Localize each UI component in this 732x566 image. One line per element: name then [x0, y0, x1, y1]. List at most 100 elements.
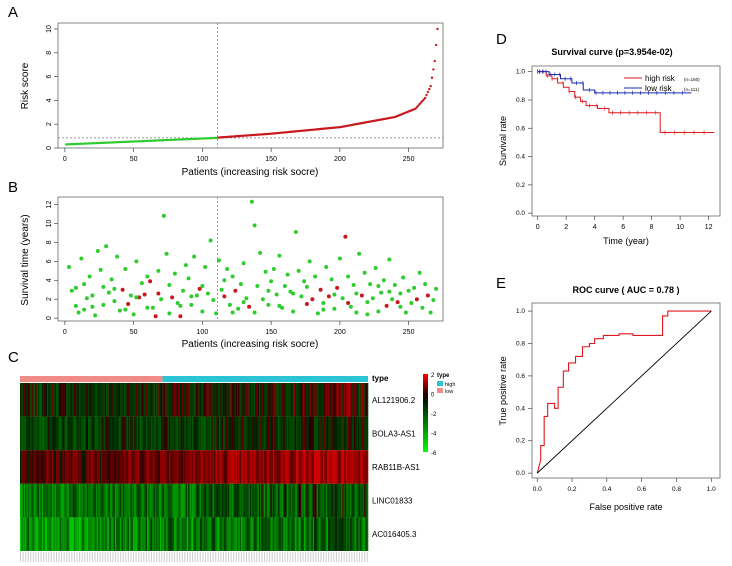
- heatmap-cell: [326, 483, 329, 518]
- column-label-stub: [171, 552, 173, 562]
- column-label-stub: [325, 552, 327, 562]
- heatmap-cell: [351, 483, 353, 518]
- heatmap-cell: [76, 483, 79, 518]
- heatmap-cell: [129, 450, 131, 484]
- heatmap-cell: [314, 483, 316, 518]
- heatmap-cell: [41, 383, 44, 417]
- alive-patient-point: [112, 299, 117, 304]
- heatmap-cell: [50, 383, 53, 417]
- heatmap-cell: [90, 416, 93, 451]
- heatmap-cell: [53, 517, 55, 551]
- heatmap-cell: [90, 450, 93, 484]
- heatmap-cell: [57, 483, 59, 518]
- heatmap-cell: [161, 517, 163, 551]
- heatmap-cell: [129, 416, 131, 451]
- heatmap-cell: [320, 450, 323, 484]
- column-label-stub: [294, 552, 296, 562]
- heatmap-cell: [22, 383, 25, 417]
- alive-patient-point: [189, 294, 194, 299]
- alive-patient-point: [244, 296, 249, 301]
- heatmap-cell: [134, 450, 136, 484]
- heatmap-cell: [104, 517, 107, 551]
- heatmap-cell: [240, 517, 243, 551]
- heatmap-cell: [355, 416, 357, 451]
- heatmap-cell: [102, 517, 104, 551]
- column-label-stub: [258, 552, 260, 562]
- heatmap-cell: [341, 383, 343, 417]
- alive-patient-point: [365, 312, 370, 317]
- heatmap-cell: [127, 450, 130, 484]
- heatmap-cell: [321, 416, 324, 451]
- alive-patient-point: [332, 292, 337, 297]
- heatmap-cell: [317, 517, 320, 551]
- heatmap-cell: [131, 450, 134, 484]
- column-label-stub: [27, 552, 29, 562]
- heatmap-cell: [219, 450, 221, 484]
- heatmap-cell: [179, 383, 181, 417]
- alive-patient-point: [252, 223, 257, 228]
- heatmap-cell: [249, 383, 252, 417]
- heatmap-cell: [172, 483, 175, 518]
- heatmap-cell: [109, 483, 112, 518]
- column-label-stub: [102, 552, 104, 562]
- heatmap-cell: [28, 450, 31, 484]
- column-label-stub: [320, 552, 322, 562]
- heatmap-cell: [254, 483, 257, 518]
- heatmap-cell: [229, 450, 231, 484]
- heatmap-cell: [317, 450, 320, 484]
- heatmap-cell: [315, 450, 317, 484]
- heatmap-cell: [298, 383, 301, 417]
- heatmap-cell: [39, 416, 41, 451]
- heatmap-cell: [197, 416, 199, 451]
- heatmap-cell: [314, 450, 316, 484]
- heatmap-cell: [265, 517, 267, 551]
- heatmap-cell: [269, 450, 271, 484]
- heatmap-cell: [258, 517, 261, 551]
- survival-curve-title: Survival curve (p=3.954e-02): [551, 47, 672, 57]
- heatmap-cell: [256, 517, 258, 551]
- heatmap-cell: [290, 517, 293, 551]
- column-label-stub: [58, 552, 60, 562]
- heatmap-cell: [37, 517, 40, 551]
- heatmap-cell: [26, 383, 29, 417]
- heatmap-cell: [44, 483, 46, 518]
- heatmap-cell: [23, 517, 26, 551]
- alive-patient-point: [373, 265, 378, 270]
- heatmap-cell: [75, 416, 77, 451]
- heatmap-cell: [199, 450, 202, 484]
- column-label-stub: [153, 552, 155, 562]
- heatmap-cell: [63, 483, 66, 518]
- heatmap-cell: [44, 383, 46, 417]
- alive-patient-point: [313, 274, 318, 279]
- heatmap-cell: [247, 383, 249, 417]
- heatmap-cell: [154, 483, 157, 518]
- heatmap-cell: [252, 383, 255, 417]
- survival-curve-ticks: 0 2 4 6 8 10 120.00.20.40.60.81.0: [516, 69, 713, 231]
- alive-patient-point: [200, 309, 205, 314]
- heatmap-cell: [106, 450, 108, 484]
- heatmap-cell: [176, 517, 179, 551]
- heatmap-cell: [276, 450, 279, 484]
- heatmap-cell: [271, 450, 274, 484]
- alive-patient-point: [186, 276, 191, 281]
- heatmap-cell: [360, 416, 362, 451]
- heatmap-cell: [98, 483, 100, 518]
- heatmap-cell: [148, 483, 150, 518]
- heatmap-cell: [271, 416, 274, 451]
- heatmap-cell: [284, 517, 287, 551]
- heatmap-cell: [301, 416, 303, 451]
- heatmap-cell: [107, 416, 109, 451]
- heatmap-cell: [265, 483, 267, 518]
- heatmap-cell: [63, 383, 66, 417]
- heatmap-cell: [247, 517, 249, 551]
- heatmap-cell: [360, 450, 362, 484]
- heatmap-cell: [118, 416, 121, 451]
- alive-patient-point: [269, 279, 274, 284]
- heatmap-cell: [323, 383, 325, 417]
- heatmap-cell: [257, 450, 260, 484]
- heatmap-cell: [190, 416, 193, 451]
- heatmap-cell: [34, 483, 36, 518]
- roc-curve-line: [536, 310, 712, 474]
- high-risk-point: [434, 43, 438, 47]
- heatmap-cell: [319, 483, 321, 518]
